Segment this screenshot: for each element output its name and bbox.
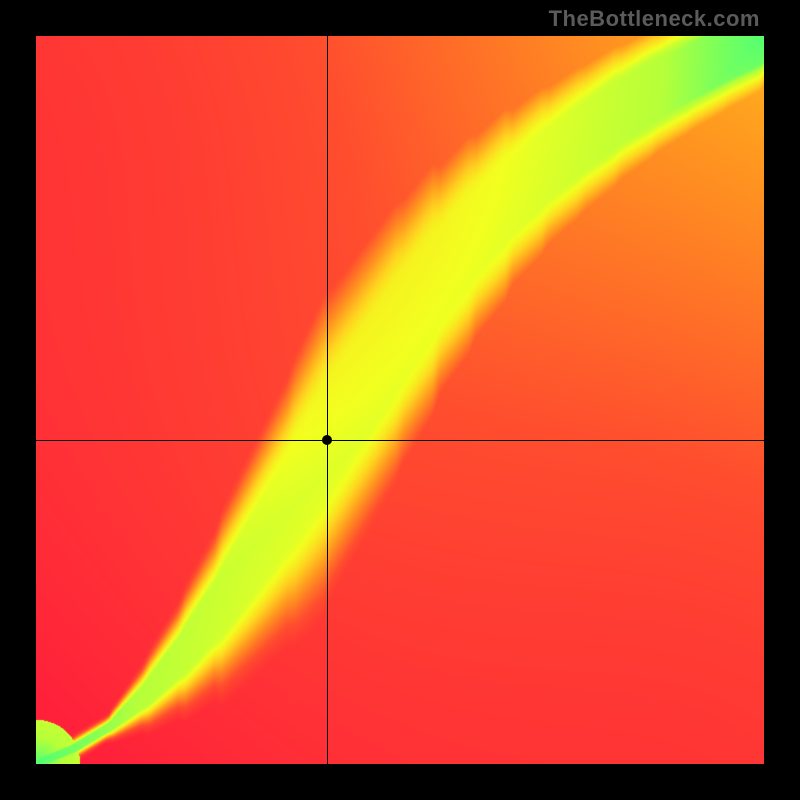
crosshair-marker [322,435,332,445]
crosshair-vertical [327,36,328,764]
plot-area [36,36,764,764]
heatmap-canvas [36,36,764,764]
crosshair-horizontal [36,440,764,441]
watermark-text: TheBottleneck.com [549,6,760,32]
chart-container: { "watermark": { "text": "TheBottleneck.… [0,0,800,800]
